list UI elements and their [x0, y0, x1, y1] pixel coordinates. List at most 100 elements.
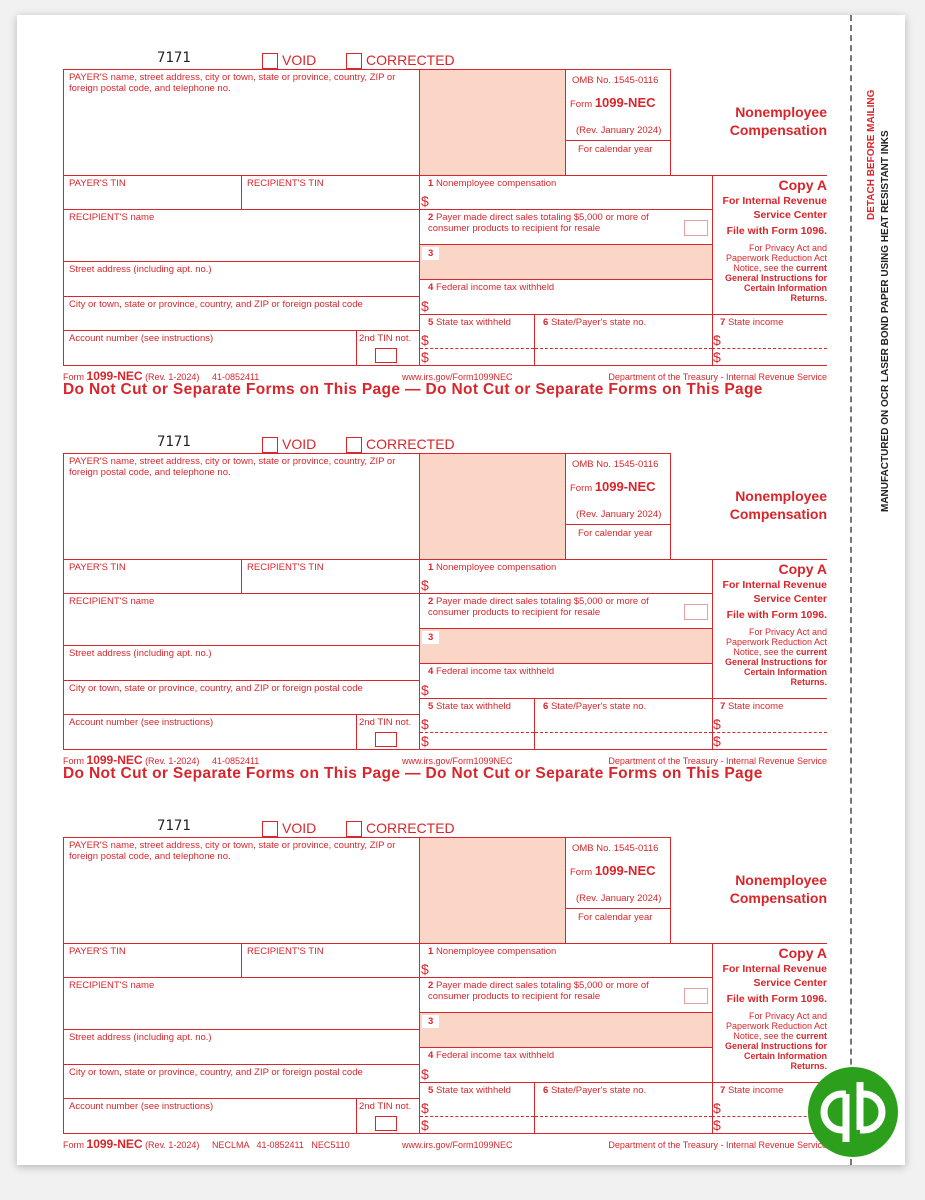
form-name: 1099-NEC [594, 863, 656, 878]
box5-field[interactable]: 5 State tax withheld $ $ [419, 1082, 535, 1134]
recipient-name-field[interactable]: RECIPIENT'S name [63, 593, 420, 646]
form-footer-url[interactable]: www.irs.gov/Form1099NEC [402, 372, 513, 382]
void-checkbox[interactable] [262, 437, 278, 453]
box2-checkbox[interactable] [684, 220, 708, 236]
box2-checkbox[interactable] [684, 988, 708, 1004]
box1-field[interactable]: 1 Nonemployee compensation $ [419, 559, 713, 594]
form-footer-url[interactable]: www.irs.gov/Form1099NEC [402, 1140, 513, 1150]
recipient-name-field[interactable]: RECIPIENT'S name [63, 209, 420, 262]
account-number-field[interactable]: Account number (see instructions) [63, 714, 357, 750]
shaded-area [419, 453, 566, 560]
form-1099-nec-copy: 7171 VOID CORRECTED PAYER'S name, street… [0, 0, 925, 398]
account-number-field[interactable]: Account number (see instructions) [63, 1098, 357, 1134]
omb-block: OMB No. 1545-0116 Form 1099-NEC (Rev. Ja… [565, 837, 671, 944]
street-address-field[interactable]: Street address (including apt. no.) [63, 261, 420, 297]
void-checkbox[interactable] [262, 53, 278, 69]
form-footer-dept: Department of the Treasury - Internal Re… [608, 372, 827, 382]
form-prefix: Form [570, 867, 593, 878]
second-tin-notice: 2nd TIN not. [356, 330, 420, 366]
corrected-label: CORRECTED [366, 436, 455, 452]
payer-tin-field[interactable]: PAYER'S TIN [63, 175, 242, 210]
corrected-checkbox[interactable] [346, 821, 362, 837]
recipient-tin-field[interactable]: RECIPIENT'S TIN [241, 175, 420, 210]
omb-number: OMB No. 1545-0116 [572, 75, 659, 86]
box3-field: 3 [419, 1012, 713, 1048]
form-footer-dept: Department of the Treasury - Internal Re… [608, 756, 827, 766]
omb-block: OMB No. 1545-0116 Form 1099-NEC (Rev. Ja… [565, 69, 671, 176]
second-tin-checkbox[interactable] [375, 1116, 397, 1131]
street-address-field[interactable]: Street address (including apt. no.) [63, 645, 420, 681]
box5-field[interactable]: 5 State tax withheld $ $ [419, 314, 535, 366]
box7-field[interactable]: 7 State income $ $ [712, 698, 827, 750]
payer-info-field[interactable]: PAYER'S name, street address, city or to… [63, 453, 420, 560]
do-not-cut-banner: Do Not Cut or Separate Forms on This Pag… [63, 765, 763, 782]
form-footer-url[interactable]: www.irs.gov/Form1099NEC [402, 756, 513, 766]
second-tin-checkbox[interactable] [375, 732, 397, 747]
account-number-field[interactable]: Account number (see instructions) [63, 330, 357, 366]
corrected-label: CORRECTED [366, 52, 455, 68]
omb-block: OMB No. 1545-0116 Form 1099-NEC (Rev. Ja… [565, 453, 671, 560]
form-name: 1099-NEC [594, 95, 656, 110]
form-prefix: Form [570, 99, 593, 110]
box4-field[interactable]: 4 Federal income tax withheld $ [419, 1047, 713, 1083]
calendar-year-label: For calendar year [578, 912, 653, 923]
second-tin-notice: 2nd TIN not. [356, 1098, 420, 1134]
corrected-checkbox[interactable] [346, 437, 362, 453]
box7-field[interactable]: 7 State income $ $ [712, 314, 827, 366]
payer-info-field[interactable]: PAYER'S name, street address, city or to… [63, 837, 420, 944]
box2-field: 2 Payer made direct sales totaling $5,00… [419, 593, 713, 629]
perforation-line [850, 15, 852, 1165]
box2-checkbox[interactable] [684, 604, 708, 620]
box4-field[interactable]: 4 Federal income tax withheld $ [419, 279, 713, 315]
box3-field: 3 [419, 628, 713, 664]
box7-field[interactable]: 7 State income $ $ [712, 1082, 827, 1134]
city-state-zip-field[interactable]: City or town, state or province, country… [63, 1064, 420, 1099]
street-address-field[interactable]: Street address (including apt. no.) [63, 1029, 420, 1065]
omb-number: OMB No. 1545-0116 [572, 459, 659, 470]
recipient-name-field[interactable]: RECIPIENT'S name [63, 977, 420, 1030]
payer-tin-field[interactable]: PAYER'S TIN [63, 559, 242, 594]
form-footer-dept: Department of the Treasury - Internal Re… [608, 1140, 827, 1150]
box2-field: 2 Payer made direct sales totaling $5,00… [419, 209, 713, 245]
payer-info-label: PAYER'S name, street address, city or to… [69, 72, 396, 94]
void-label: VOID [282, 820, 317, 836]
shaded-area [419, 837, 566, 944]
box6-field[interactable]: 6 State/Payer's state no. [534, 314, 713, 366]
form-1099-nec-copy: 7171 VOID CORRECTED PAYER'S name, street… [0, 384, 925, 782]
form-number: 7171 [157, 50, 191, 66]
omb-number: OMB No. 1545-0116 [572, 843, 659, 854]
box5-field[interactable]: 5 State tax withheld $ $ [419, 698, 535, 750]
payer-info-field[interactable]: PAYER'S name, street address, city or to… [63, 69, 420, 176]
box6-field[interactable]: 6 State/Payer's state no. [534, 1082, 713, 1134]
city-state-zip-field[interactable]: City or town, state or province, country… [63, 680, 420, 715]
box6-field[interactable]: 6 State/Payer's state no. [534, 698, 713, 750]
revision: (Rev. January 2024) [576, 893, 662, 904]
form-footer-left: Form 1099-NEC (Rev. 1-2024) NECLMA 41-08… [63, 1137, 350, 1151]
corrected-label: CORRECTED [366, 820, 455, 836]
void-label: VOID [282, 436, 317, 452]
box3-field: 3 [419, 244, 713, 280]
detach-text: DETACH BEFORE MAILING [866, 89, 877, 220]
do-not-cut-banner: Do Not Cut or Separate Forms on This Pag… [63, 381, 763, 398]
recipient-tin-field[interactable]: RECIPIENT'S TIN [241, 559, 420, 594]
recipient-tin-field[interactable]: RECIPIENT'S TIN [241, 943, 420, 978]
city-state-zip-field[interactable]: City or town, state or province, country… [63, 296, 420, 331]
form-number: 7171 [157, 434, 191, 450]
second-tin-checkbox[interactable] [375, 348, 397, 363]
calendar-year-label: For calendar year [578, 144, 653, 155]
corrected-checkbox[interactable] [346, 53, 362, 69]
form-title: Nonemployee Compensation [729, 872, 827, 906]
void-label: VOID [282, 52, 317, 68]
box1-field[interactable]: 1 Nonemployee compensation $ [419, 943, 713, 978]
box4-field[interactable]: 4 Federal income tax withheld $ [419, 663, 713, 699]
void-checkbox[interactable] [262, 821, 278, 837]
form-title: Nonemployee Compensation [729, 104, 827, 138]
form-name: 1099-NEC [594, 479, 656, 494]
copy-a-block: Copy A For Internal Revenue Service Cent… [722, 561, 827, 687]
box1-field[interactable]: 1 Nonemployee compensation $ [419, 175, 713, 210]
form-footer-left: Form 1099-NEC (Rev. 1-2024) 41-0852411 [63, 753, 260, 767]
shaded-area [419, 69, 566, 176]
qb-logo-icon [820, 1082, 886, 1142]
second-tin-notice: 2nd TIN not. [356, 714, 420, 750]
payer-tin-field[interactable]: PAYER'S TIN [63, 943, 242, 978]
